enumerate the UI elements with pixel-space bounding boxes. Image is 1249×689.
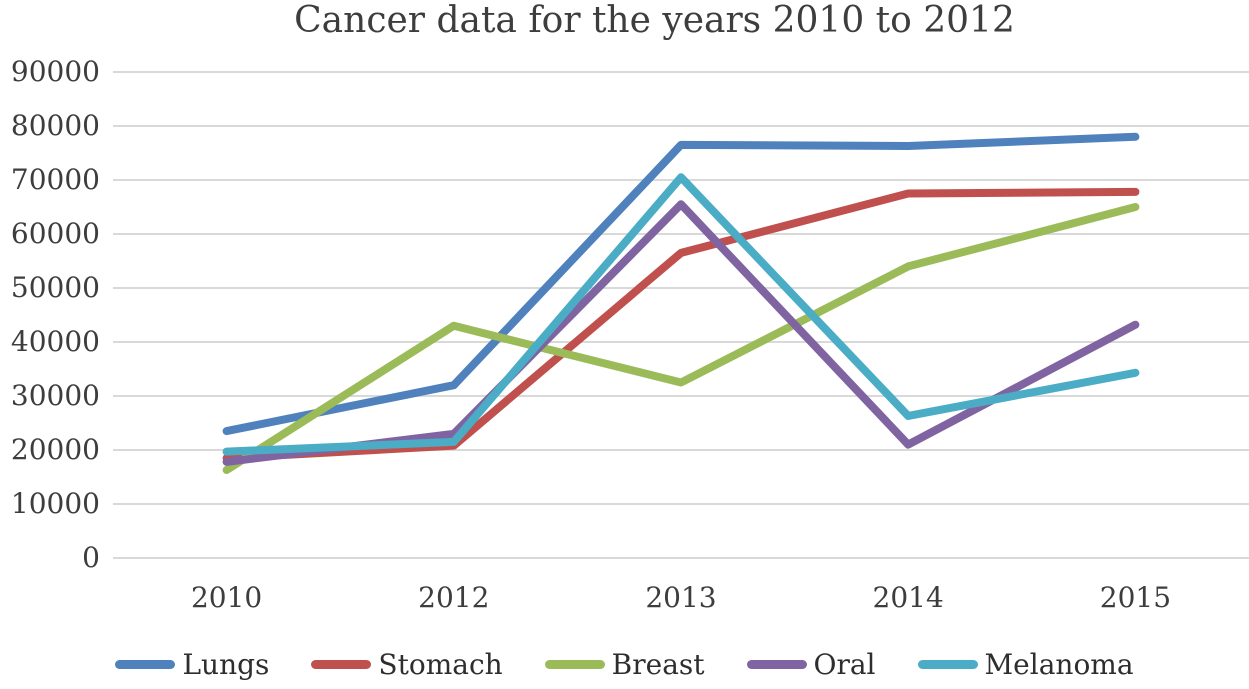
legend-marker-icon bbox=[917, 660, 978, 669]
x-axis-tick-label: 2012 bbox=[418, 581, 490, 614]
y-axis-tick-label: 10000 bbox=[10, 487, 100, 520]
x-axis-tick-label: 2010 bbox=[190, 581, 263, 614]
y-axis-tick-label: 90000 bbox=[10, 55, 100, 88]
y-axis-tick-label: 60000 bbox=[10, 217, 100, 250]
legend-item-breast: Breast bbox=[544, 648, 705, 681]
y-axis-tick-label: 80000 bbox=[10, 109, 100, 142]
y-axis-tick-label: 0 bbox=[82, 541, 100, 574]
x-axis-tick-label: 2014 bbox=[872, 581, 944, 614]
y-axis-tick-label: 50000 bbox=[10, 271, 100, 304]
series-line-breast bbox=[222, 203, 1140, 474]
legend-label: Melanoma bbox=[984, 648, 1134, 681]
chart-title: Cancer data for the years 2010 to 2012 bbox=[294, 0, 1015, 41]
x-axis-tick-label: 2013 bbox=[645, 581, 717, 614]
legend-item-oral: Oral bbox=[746, 648, 876, 681]
legend-marker-icon bbox=[544, 660, 605, 669]
legend-item-lungs: Lungs bbox=[115, 648, 269, 681]
legend-marker-icon bbox=[746, 660, 807, 669]
legend-label: Stomach bbox=[378, 648, 503, 681]
legend-label: Lungs bbox=[182, 648, 270, 681]
x-axis-tick-label: 2015 bbox=[1099, 581, 1172, 614]
legend-marker-icon bbox=[115, 660, 176, 669]
y-axis-tick-label: 70000 bbox=[10, 163, 100, 196]
legend-label: Oral bbox=[813, 648, 876, 681]
series-line-stomach bbox=[222, 187, 1140, 463]
legend-marker-icon bbox=[311, 660, 372, 669]
y-axis-tick-label: 30000 bbox=[10, 379, 100, 412]
legend-item-melanoma: Melanoma bbox=[917, 648, 1134, 681]
legend-item-stomach: Stomach bbox=[311, 648, 503, 681]
series-line-melanoma bbox=[222, 173, 1140, 456]
legend-label: Breast bbox=[611, 648, 705, 681]
y-axis-tick-label: 40000 bbox=[10, 325, 100, 358]
legend: Lungs Stomach Breast Oral Melanoma bbox=[0, 648, 1249, 681]
series-line-lungs bbox=[222, 132, 1140, 436]
y-axis-tick-label: 20000 bbox=[10, 433, 100, 466]
